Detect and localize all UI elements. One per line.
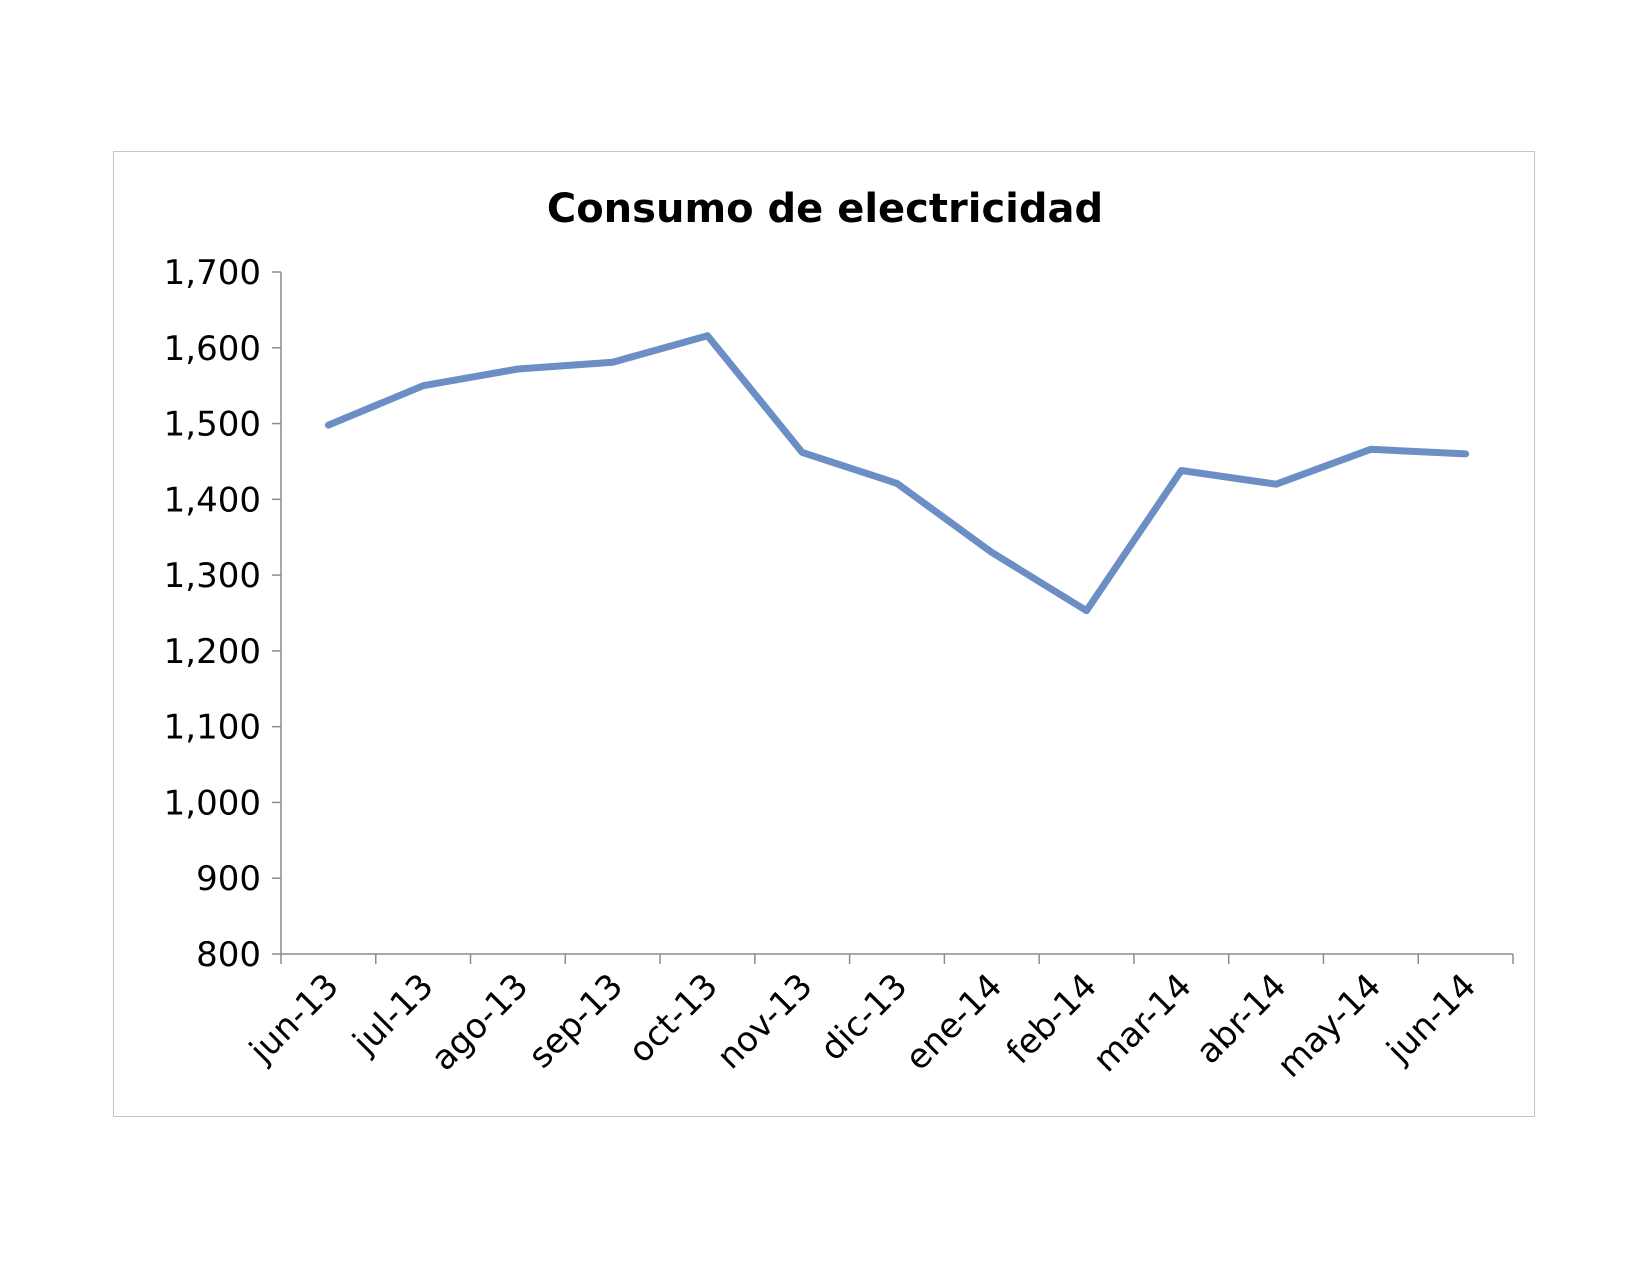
y-axis-labels: 800 900 1,000 1,100 1,200 1,300 1,400 1,500 1,60… bbox=[164, 253, 261, 975]
y-tick-label: 1,600 bbox=[164, 329, 261, 369]
y-tick-label: 1,200 bbox=[164, 632, 261, 672]
y-tick-label: 1,700 bbox=[164, 253, 261, 293]
x-tick-label: ago-13 bbox=[424, 966, 537, 1079]
y-tick-label: 1,000 bbox=[164, 783, 261, 823]
x-tick-label: sep-13 bbox=[521, 966, 631, 1076]
series-group bbox=[324, 332, 1470, 615]
series-line bbox=[324, 332, 1470, 615]
chart-frame: Consumo de electricidad 800 900 1,000 1,100… bbox=[113, 151, 1535, 1117]
x-tick-label: ene-14 bbox=[898, 966, 1010, 1078]
x-tick-label: jun-14 bbox=[1379, 966, 1484, 1071]
y-tick-label: 1,500 bbox=[164, 405, 261, 445]
y-tick-label: 1,100 bbox=[164, 708, 261, 748]
x-tick-label: oct-13 bbox=[621, 966, 726, 1071]
line-chart: Consumo de electricidad 800 900 1,000 1,100… bbox=[164, 186, 1514, 1086]
chart-title: Consumo de electricidad bbox=[547, 186, 1103, 232]
x-axis-labels: jun-13jul-13ago-13sep-13oct-13nov-13dic-… bbox=[241, 966, 1484, 1086]
x-tick-label: nov-13 bbox=[710, 966, 821, 1077]
y-tick-label: 1,400 bbox=[164, 480, 261, 520]
x-tick-label: jun-13 bbox=[241, 966, 346, 1071]
axes bbox=[272, 271, 1514, 964]
y-tick-label: 1,300 bbox=[164, 556, 261, 596]
y-tick-label: 800 bbox=[196, 935, 261, 975]
x-tick-label: mar-14 bbox=[1086, 966, 1200, 1080]
x-tick-label: may-14 bbox=[1270, 966, 1390, 1086]
y-tick-label: 900 bbox=[196, 859, 261, 899]
